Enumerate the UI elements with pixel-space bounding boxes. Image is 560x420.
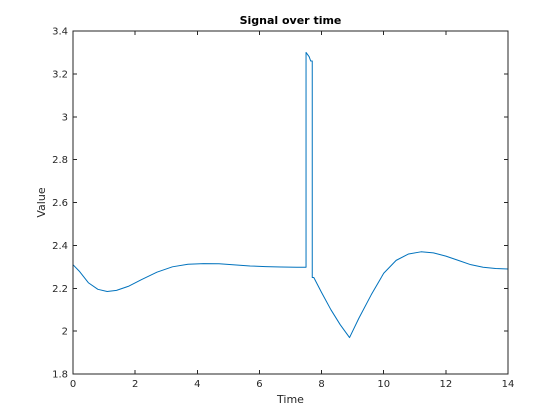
y-tick-label: 2.2 [52, 284, 68, 295]
series-line-0 [72, 51, 509, 339]
y-tick-label: 2.8 [52, 155, 68, 166]
x-tick-label: 14 [502, 379, 515, 390]
ticks-layer: 0 2 4 6 8 10 12 14 1.8 2 2.2 2.4 2.6 2.8 3 3.2 3.4 [52, 27, 514, 391]
y-tick-label: 3.4 [52, 27, 68, 38]
y-tick-label: 2.6 [52, 198, 68, 209]
y-tick-label: 2 [62, 327, 68, 338]
y-tick-label: 1.8 [52, 370, 68, 381]
y-tick-label: 2.4 [52, 241, 68, 252]
plot-area [73, 31, 508, 374]
x-tick-label: 12 [439, 379, 452, 390]
chart-title: Signal over time [240, 14, 342, 27]
x-tick-label: 4 [194, 379, 200, 390]
y-tick-label: 3 [62, 112, 68, 123]
series-layer [72, 51, 509, 339]
x-axis-label: Time [276, 393, 304, 406]
y-axis-label: Value [35, 187, 48, 217]
x-tick-label: 6 [256, 379, 262, 390]
y-tick-label: 3.2 [52, 69, 68, 80]
x-tick-label: 2 [132, 379, 138, 390]
x-tick-label: 10 [377, 379, 390, 390]
x-tick-label: 8 [318, 379, 324, 390]
x-tick-label: 0 [70, 379, 76, 390]
